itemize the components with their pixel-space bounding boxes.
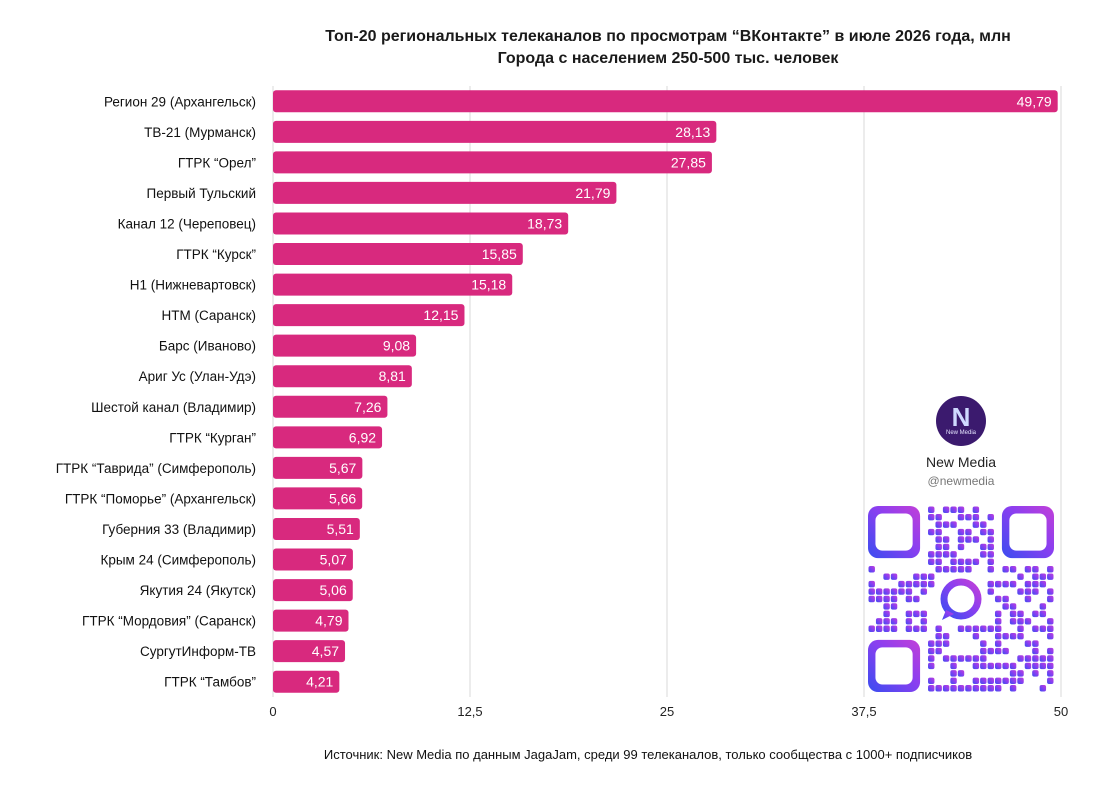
bar-value-label: 5,51: [327, 521, 354, 537]
logo-caption: New Media: [945, 430, 976, 436]
bar: [273, 120, 717, 143]
brand-handle: @newmedia: [927, 474, 995, 488]
bar: [273, 90, 1058, 113]
source-note: Источник: New Media по данным JagaJam, с…: [323, 747, 973, 762]
bar-value-label: 7,26: [354, 399, 381, 415]
bar: [273, 456, 363, 479]
category-label: ГТРК “Тамбов”: [164, 675, 256, 690]
logo-glyph: N: [951, 402, 971, 432]
category-label: Шестой канал (Владимир): [91, 400, 256, 415]
category-label: ГТРК “Курган”: [169, 430, 256, 445]
brand-name: New Media: [925, 454, 997, 470]
bar-value-label: 28,13: [675, 124, 710, 140]
bar: [273, 487, 363, 510]
category-label: Барс (Иваново): [159, 339, 256, 354]
bar: [273, 273, 513, 296]
bar-value-label: 15,18: [471, 277, 506, 293]
bar-value-label: 4,57: [312, 643, 339, 659]
category-label: ГТРК “Мордовия” (Саранск): [82, 614, 256, 629]
chart-title: Топ-20 региональных телеканалов по просм…: [325, 28, 1011, 45]
bar: [273, 517, 360, 540]
bar-value-label: 6,92: [349, 429, 376, 445]
qr-code-icon[interactable]: [868, 506, 1054, 692]
category-label: Канал 12 (Череповец): [118, 216, 256, 231]
chart-subtitle: Города с населением 250-500 тыс. человек: [497, 50, 839, 67]
bar-value-label: 5,67: [329, 460, 356, 476]
category-label: Якутия 24 (Якутск): [140, 583, 256, 598]
bar: [273, 151, 712, 174]
bar: [273, 334, 417, 357]
bar: [273, 212, 569, 235]
bar: [273, 609, 349, 632]
category-label: СургутИнформ-ТВ: [140, 644, 256, 659]
bar: [273, 365, 412, 388]
x-tick-label: 0: [269, 704, 276, 719]
bar: [273, 548, 353, 571]
bar-value-label: 5,07: [320, 552, 347, 568]
bar-value-label: 5,66: [329, 490, 356, 506]
brand-block: N New Media New Media @newmedia: [868, 396, 1054, 488]
bar: [273, 304, 465, 327]
category-label: ТВ-21 (Мурманск): [144, 125, 256, 140]
bar-value-label: 15,85: [482, 246, 517, 262]
bar-value-label: 4,79: [315, 613, 342, 629]
category-label: ГТРК “Орел”: [178, 155, 256, 170]
category-label: Губерния 33 (Владимир): [102, 522, 256, 537]
category-label: ГТРК “Таврида” (Симферополь): [56, 461, 256, 476]
bar: [273, 243, 523, 266]
bar: [273, 395, 388, 418]
bar-value-label: 4,21: [306, 674, 333, 690]
bar-value-label: 18,73: [527, 215, 562, 231]
x-tick-label: 12,5: [457, 704, 482, 719]
bar-value-label: 27,85: [671, 154, 706, 170]
bar-value-label: 49,79: [1017, 93, 1052, 109]
category-label: НТМ (Саранск): [161, 308, 256, 323]
bar-value-label: 12,15: [423, 307, 458, 323]
x-tick-label: 25: [660, 704, 674, 719]
category-label: Первый Тульский: [147, 186, 256, 201]
category-label: Ариг Ус (Улан-Удэ): [139, 369, 256, 384]
category-label: Регион 29 (Архангельск): [104, 94, 256, 109]
bar-value-label: 9,08: [383, 338, 410, 354]
bar: [273, 640, 346, 663]
category-label: ГТРК “Поморье” (Архангельск): [65, 491, 256, 506]
bar-value-label: 21,79: [575, 185, 610, 201]
x-tick-label: 37,5: [851, 704, 876, 719]
bar: [273, 181, 617, 204]
category-label: ГТРК “Курск”: [176, 247, 256, 262]
bar: [273, 426, 383, 449]
bar-value-label: 5,06: [319, 582, 346, 598]
bar: [273, 579, 353, 602]
x-tick-label: 50: [1054, 704, 1068, 719]
new-media-logo-icon: N New Media: [936, 396, 986, 446]
bar-value-label: 8,81: [379, 368, 406, 384]
bar: [273, 670, 340, 693]
category-label: Крым 24 (Симферополь): [100, 553, 256, 568]
bar-chart: 0 12,5 25 37,5 50 49,79 Регион 29 (Архангельск…: [56, 86, 1068, 719]
category-label: Н1 (Нижневартовск): [130, 278, 256, 293]
